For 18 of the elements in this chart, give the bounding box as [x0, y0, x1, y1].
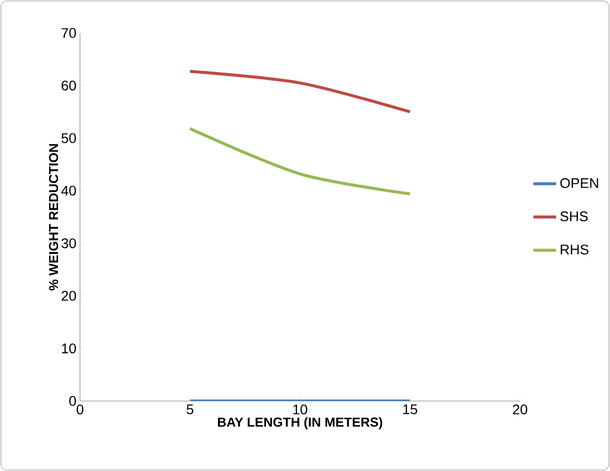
y-axis-title: % WEIGHT REDUCTION: [48, 144, 58, 290]
y-tick-label: 30: [62, 238, 76, 248]
x-tick-label: 20: [512, 404, 528, 414]
y-tick-label: 10: [62, 343, 76, 354]
y-tick-label: 40: [61, 186, 76, 196]
y-tick-label: 20: [62, 290, 76, 301]
y-tick-label: 50: [62, 133, 76, 144]
y-tick-label: 70: [62, 28, 76, 38]
x-tick-label: 5: [186, 404, 194, 414]
x-tick-label: 15: [403, 404, 418, 414]
x-axis-title: BAY LENGTH (IN METERS): [218, 417, 382, 430]
legend-label: RHS: [560, 244, 588, 254]
x-tick-label: 0: [76, 404, 84, 414]
legend-label: SHS: [560, 211, 588, 222]
y-tick-label: 0: [69, 396, 76, 406]
x-tick-label: 10: [293, 404, 308, 414]
legend-label: OPEN: [560, 178, 598, 188]
y-tick-label: 60: [62, 80, 76, 91]
